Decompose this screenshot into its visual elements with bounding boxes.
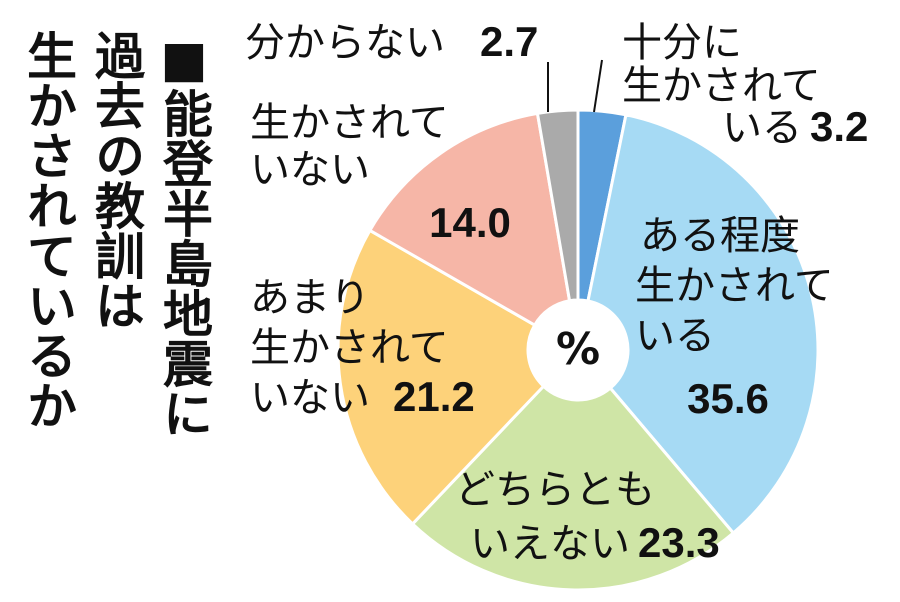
pie-slice bbox=[535, 108, 580, 303]
slice-label: ある程度生かされている bbox=[635, 213, 834, 359]
pie-slice bbox=[336, 228, 546, 527]
slice-label: 生かされていない bbox=[250, 100, 449, 193]
value-label: 21.2 bbox=[393, 373, 475, 420]
pie bbox=[336, 108, 820, 592]
pie-slice bbox=[367, 111, 572, 328]
center-label: % bbox=[556, 324, 600, 375]
slice-label: あまり生かされていない bbox=[250, 275, 449, 421]
value-label: 23.3 bbox=[638, 519, 720, 566]
slice-label: どちらともいえない bbox=[455, 467, 655, 567]
value-label: 35.6 bbox=[687, 375, 769, 422]
pie-slice bbox=[410, 384, 736, 592]
value-label: 14.0 bbox=[429, 199, 511, 246]
value-label: 2.7 bbox=[480, 18, 538, 65]
slice-label: 分からない bbox=[245, 20, 445, 66]
slice-label: 十分に生かされている bbox=[622, 20, 821, 151]
value-label: 3.2 bbox=[810, 103, 868, 150]
leader-line bbox=[593, 59, 603, 113]
chart-title: ■能登半島地震に 過去の教訓は 生かされているか bbox=[19, 30, 213, 438]
